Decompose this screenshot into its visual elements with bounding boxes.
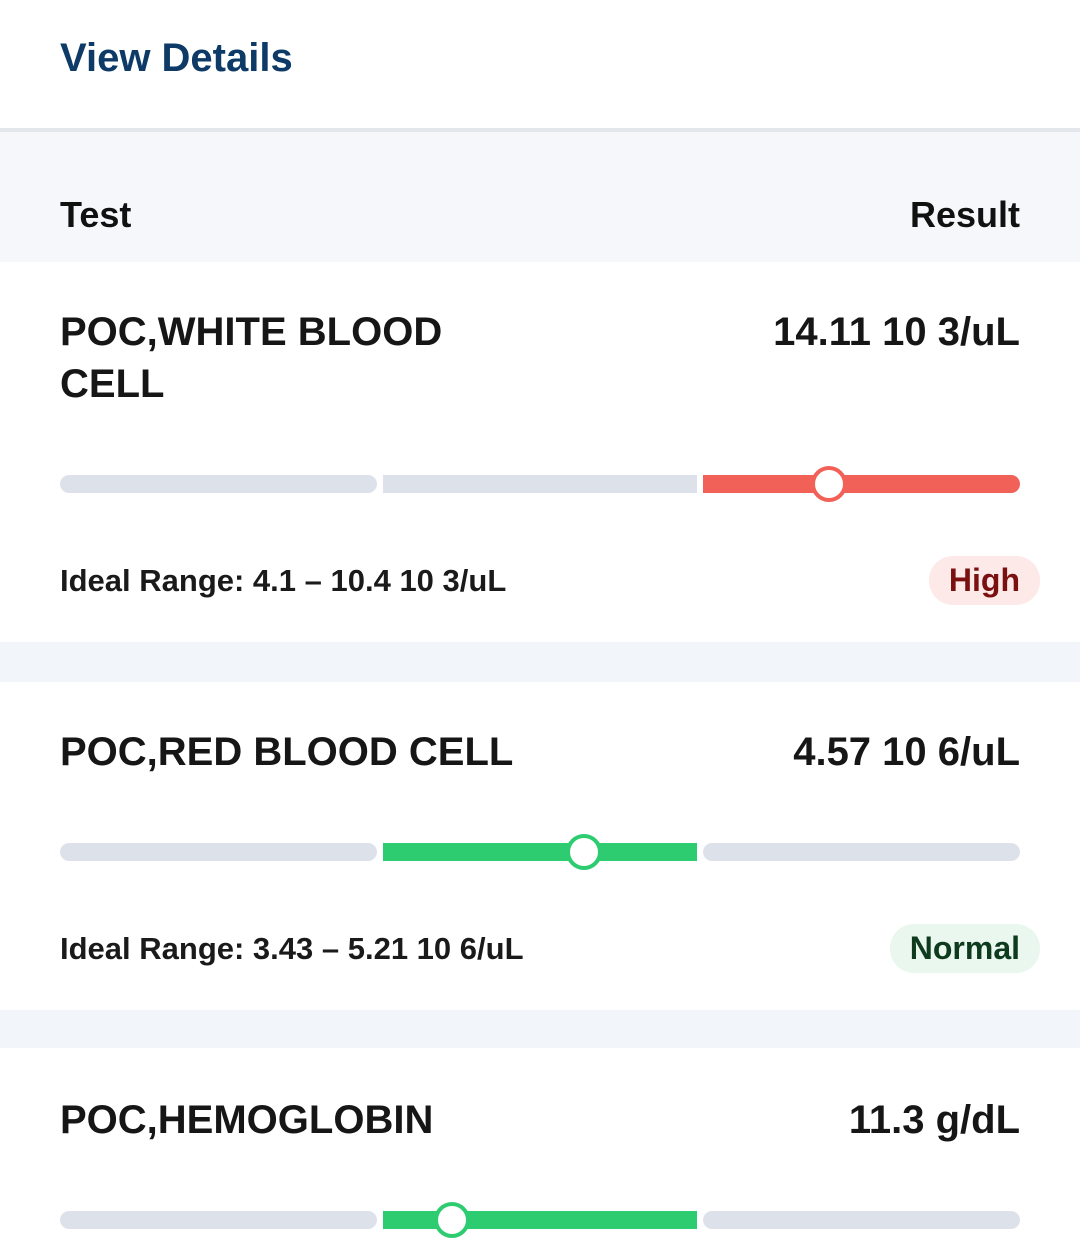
row-gap xyxy=(0,1010,1080,1048)
test-result: 4.57 10 6/uL xyxy=(793,730,1020,774)
test-result: 14.11 10 3/uL xyxy=(773,310,1020,354)
divider xyxy=(0,128,1080,130)
range-slider xyxy=(60,1202,1020,1238)
ideal-range: Ideal Range: 3.43 – 5.21 10 6/uL xyxy=(60,931,524,966)
column-header: Result xyxy=(909,194,1020,235)
view-details-link[interactable]: View Details xyxy=(60,36,293,80)
test-name: POC,RED BLOOD CELL xyxy=(60,730,514,774)
test-name: POC,HEMOGLOBIN xyxy=(60,1098,434,1142)
status-badge: High xyxy=(928,556,1040,605)
row-gap xyxy=(0,642,1080,682)
status-badge: Normal xyxy=(889,924,1040,973)
table-header xyxy=(0,130,1080,262)
range-slider xyxy=(60,834,1020,870)
ideal-range: Ideal Range: 4.1 – 10.4 10 3/uL xyxy=(60,563,507,598)
test-result: 11.3 g/dL xyxy=(848,1098,1020,1142)
test-name: POC,WHITE BLOOD CELL xyxy=(60,310,443,406)
range-slider xyxy=(60,466,1020,502)
column-header: Test xyxy=(60,194,132,235)
